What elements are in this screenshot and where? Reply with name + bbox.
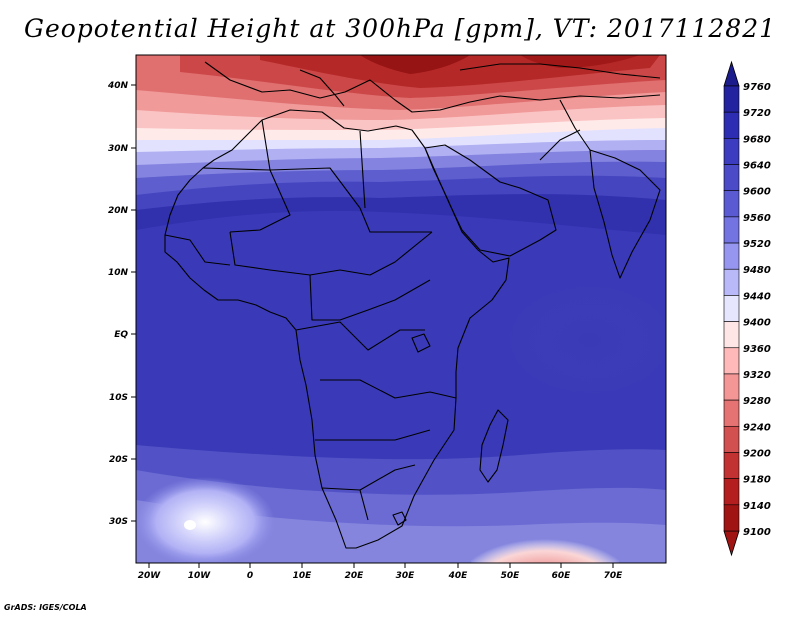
colorbar-top-arrow [723, 60, 740, 87]
colorbar-label: 9640 [743, 161, 771, 172]
plot-frame [135, 54, 667, 564]
coastlines-borders [164, 61, 661, 549]
colorbar-segment [723, 138, 740, 165]
colorbar-label: 9280 [743, 396, 771, 407]
colorbar: 9760 9720 9680 9640 9600 9560 9520 9480 9440 9400… [723, 60, 771, 557]
colorbar-segment [723, 504, 740, 532]
colorbar-label: 9400 [743, 318, 771, 329]
lat-tick-label: 30S [109, 517, 128, 527]
colorbar-segment [723, 478, 740, 506]
colorbar-label: 9360 [743, 344, 771, 355]
map-title: Geopotential Height at 300hPa [gpm], VT:… [23, 14, 777, 43]
high-center-se [470, 515, 620, 563]
lon-tick-label: 20W [138, 571, 162, 581]
colorbar-segment [723, 347, 740, 375]
lon-tick-label: 30E [396, 571, 416, 581]
lon-tick-label: 20E [345, 571, 365, 581]
lat-tick-label: 40N [107, 81, 129, 91]
colorbar-label: 9200 [743, 448, 771, 459]
colorbar-segment [723, 295, 740, 322]
colorbar-segment [723, 164, 740, 192]
colorbar-label: 9760 [743, 82, 771, 93]
colorbar-segment [723, 85, 740, 113]
colorbar-label: 9240 [743, 422, 771, 433]
lon-tick-label: 70E [604, 571, 624, 581]
lat-tick-label: 30N [108, 144, 129, 154]
colorbar-label: 9480 [743, 265, 771, 276]
colorbar-label: 9320 [743, 370, 771, 381]
colorbar-segment [723, 452, 740, 479]
lat-tick-label: 10N [108, 268, 129, 278]
colorbar-segment [723, 399, 740, 427]
colorbar-segment [723, 111, 740, 139]
colorbar-segment [723, 216, 740, 244]
lon-axis: 20W 10W 0 10E 20E 30E 40E 50E 60E 70E [138, 563, 623, 581]
colorbar-bottom-arrow [723, 530, 740, 557]
lon-tick-label: 0 [247, 571, 253, 581]
lon-tick-label: 10W [188, 571, 212, 581]
colorbar-label: 9680 [743, 134, 771, 145]
credit-text: GrADS: IGES/COLA [4, 603, 87, 612]
colorbar-segment [723, 425, 740, 453]
colorbar-segment [723, 242, 740, 270]
colorbar-segment [723, 268, 740, 296]
colorbar-label: 9720 [743, 108, 771, 119]
height-field [136, 55, 666, 563]
colorbar-label: 9100 [743, 527, 771, 538]
colorbar-label: 9600 [743, 187, 771, 198]
colorbar-segment [723, 321, 740, 349]
colorbar-label: 9140 [743, 501, 771, 512]
lon-tick-label: 10E [293, 571, 313, 581]
colorbar-segment [723, 190, 740, 218]
colorbar-label: 9440 [743, 291, 771, 302]
colorbar-label: 9520 [743, 239, 771, 250]
colorbar-label: 9560 [743, 213, 771, 224]
lat-tick-label: 20N [108, 206, 129, 216]
lat-tick-label: EQ [114, 330, 128, 340]
lat-axis: 40N 30N 20N 10N EQ 10S 20S 30S [107, 81, 136, 527]
colorbar-label: 9180 [743, 475, 771, 486]
lon-tick-label: 40E [448, 571, 469, 581]
lat-tick-label: 10S [109, 393, 128, 403]
low-center-sw [136, 477, 275, 563]
colorbar-segment [723, 373, 740, 401]
lon-tick-label: 60E [552, 571, 572, 581]
lon-tick-label: 50E [501, 571, 521, 581]
lat-tick-label: 20S [109, 455, 128, 465]
